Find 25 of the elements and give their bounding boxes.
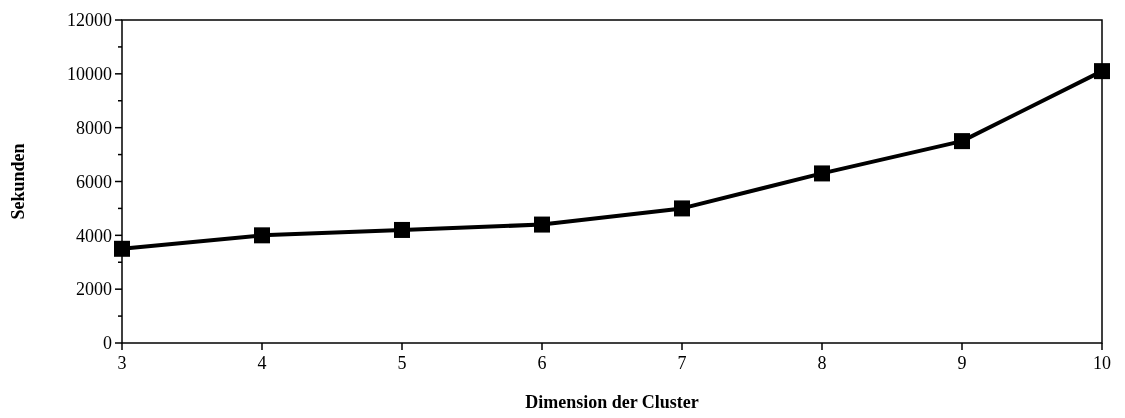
x-tick-label: 4 xyxy=(257,353,267,373)
y-tick-label: 2000 xyxy=(76,279,112,300)
point xyxy=(954,133,970,150)
x-tick-label: 10 xyxy=(1093,353,1111,373)
point xyxy=(394,221,410,238)
point xyxy=(254,227,270,244)
y-tick-label: 8000 xyxy=(76,117,112,138)
x-tick-label: 7 xyxy=(677,353,687,373)
x-tick-label: 6 xyxy=(537,353,547,373)
y-tick-label: 0 xyxy=(103,333,112,354)
point xyxy=(114,240,130,257)
y-axis-title: Sekunden xyxy=(8,143,28,220)
point xyxy=(814,165,830,182)
x-tick-label: 5 xyxy=(397,353,407,373)
y-tick-label: 10000 xyxy=(67,64,112,85)
x-axis-title: Dimension der Cluster xyxy=(525,392,699,412)
y-tick-label: 4000 xyxy=(76,225,112,246)
y-tick-label: 12000 xyxy=(67,10,112,31)
x-tick-label: 3 xyxy=(117,353,127,373)
x-tick-label: 9 xyxy=(957,353,967,373)
y-tick-label: 6000 xyxy=(76,171,112,192)
point xyxy=(674,200,690,217)
x-tick-label: 8 xyxy=(817,353,827,373)
point xyxy=(1094,63,1110,80)
point xyxy=(534,216,550,233)
